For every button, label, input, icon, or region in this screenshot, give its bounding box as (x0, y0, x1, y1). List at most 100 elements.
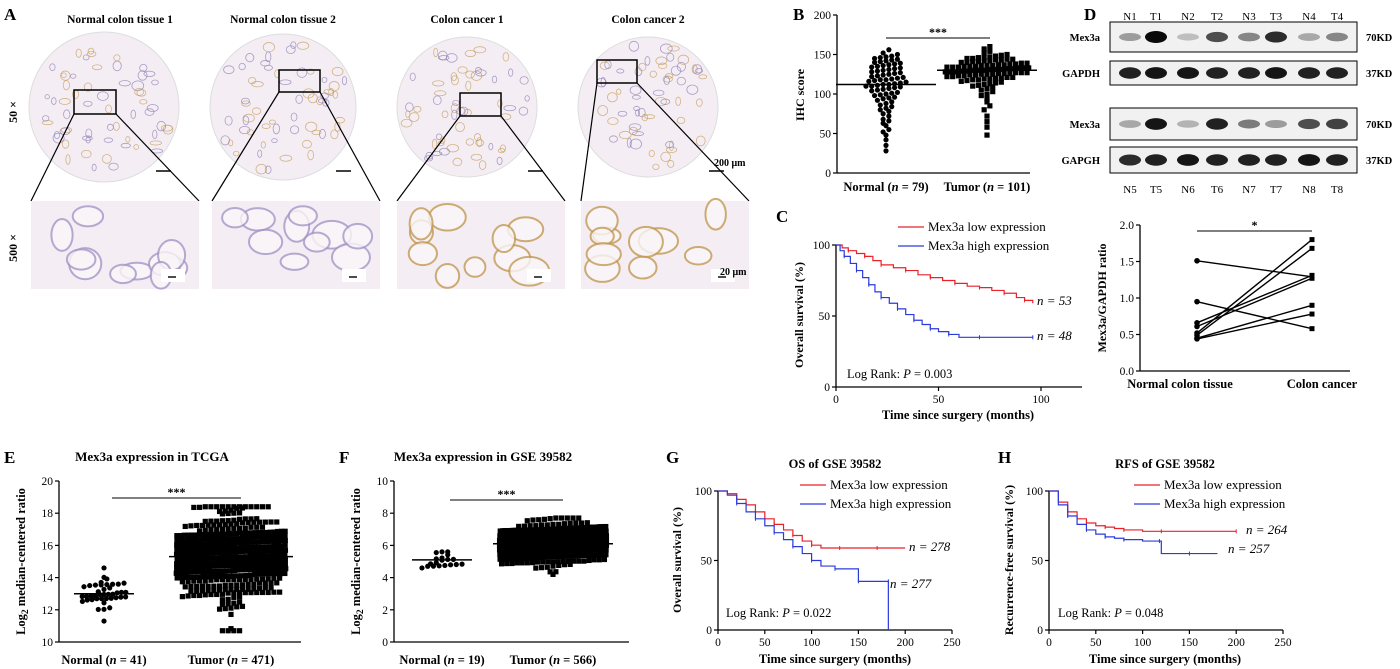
blot-band (1145, 67, 1167, 79)
gland (279, 154, 293, 162)
x-tick-label: 50 (1090, 637, 1102, 649)
gland (302, 139, 312, 149)
data-point (883, 137, 889, 143)
data-point (174, 547, 180, 553)
blot-band (1265, 67, 1287, 79)
data-point (248, 524, 254, 530)
data-point (425, 563, 431, 569)
data-point (1007, 66, 1013, 72)
data-point (253, 562, 259, 568)
gland (660, 151, 671, 162)
data-point (1004, 56, 1010, 62)
y-tick-label: 100 (813, 240, 831, 252)
data-point (273, 547, 279, 554)
data-point (248, 530, 255, 536)
data-point (987, 76, 993, 82)
blot-band (1298, 67, 1320, 79)
data-point (225, 504, 231, 510)
data-point (261, 548, 267, 554)
data-point (579, 520, 585, 526)
data-point (196, 546, 202, 552)
data-point (173, 551, 180, 557)
data-point (189, 532, 195, 538)
data-point (521, 523, 527, 529)
data-point (236, 558, 242, 564)
gland (470, 153, 483, 161)
data-point (189, 537, 195, 543)
data-point (228, 605, 234, 611)
data-point (276, 556, 282, 563)
data-point (216, 522, 223, 528)
data-point-normal (1194, 323, 1200, 330)
data-point (237, 545, 243, 551)
gland (151, 79, 159, 86)
data-point (992, 57, 999, 63)
data-point (177, 551, 183, 557)
data-point (219, 591, 226, 597)
legend-label: Mex3a low expression (1164, 477, 1282, 492)
data-point (282, 537, 288, 544)
panel-letter-h: H (998, 448, 1011, 467)
data-point (208, 504, 214, 510)
gland (251, 107, 262, 115)
data-point (188, 583, 194, 590)
data-point (186, 551, 192, 557)
data-point (228, 611, 234, 618)
data-point (278, 528, 284, 534)
gland (331, 66, 344, 77)
gland (667, 160, 675, 168)
data-point (262, 561, 269, 568)
data-point (998, 75, 1004, 81)
data-point (255, 539, 261, 545)
data-point (221, 554, 228, 561)
data-point (874, 63, 881, 69)
lane-label: N2 (1181, 11, 1194, 23)
data-point (541, 516, 548, 522)
data-point (514, 560, 520, 566)
gland (321, 76, 328, 83)
zoom-line-left (211, 91, 280, 202)
data-point (984, 96, 990, 102)
data-point (200, 560, 206, 566)
y-tick-label: 0 (382, 637, 388, 649)
data-point (993, 66, 999, 73)
gland (667, 45, 680, 52)
y-tick-label: 8 (382, 508, 388, 520)
gland (451, 75, 459, 86)
x-tick-label: 100 (803, 637, 821, 649)
gland (663, 76, 670, 85)
data-point (174, 575, 180, 581)
data-point (897, 70, 903, 76)
data-point (194, 588, 200, 594)
data-point (282, 570, 288, 577)
gland (65, 154, 71, 165)
data-point (196, 574, 202, 580)
x-axis-label: Time since surgery (months) (882, 408, 1034, 422)
data-point (231, 540, 237, 546)
gland (75, 48, 82, 58)
data-point-cancer (1309, 237, 1315, 243)
y-axis-label: IHC score (793, 68, 807, 121)
gland (242, 113, 255, 123)
data-point (236, 562, 242, 568)
gland (59, 127, 71, 136)
data-point (251, 586, 257, 592)
data-point (275, 543, 281, 549)
gland (146, 104, 159, 112)
gland (332, 90, 339, 99)
y-tick-label: 6 (382, 540, 388, 552)
data-point (964, 55, 970, 62)
data-point (217, 549, 223, 556)
data-point (180, 542, 187, 548)
gland (130, 109, 137, 119)
crypt (50, 218, 74, 252)
data-point (200, 555, 206, 561)
gland (305, 121, 318, 133)
data-point (242, 548, 248, 554)
data-point (214, 526, 220, 533)
zoom-box (459, 92, 502, 117)
gland (632, 94, 641, 100)
data-point (183, 565, 190, 571)
data-point (107, 585, 113, 591)
data-point (271, 575, 277, 581)
